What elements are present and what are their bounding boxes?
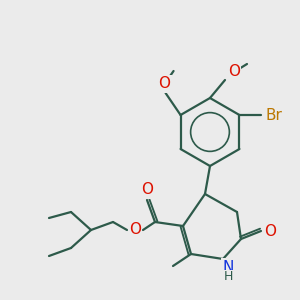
Text: O: O <box>129 223 141 238</box>
Text: O: O <box>264 224 276 238</box>
Text: O: O <box>159 76 171 92</box>
Text: Br: Br <box>265 107 282 122</box>
Text: O: O <box>141 182 153 197</box>
Text: N: N <box>222 260 234 274</box>
Text: O: O <box>228 64 240 80</box>
Text: H: H <box>223 271 233 284</box>
